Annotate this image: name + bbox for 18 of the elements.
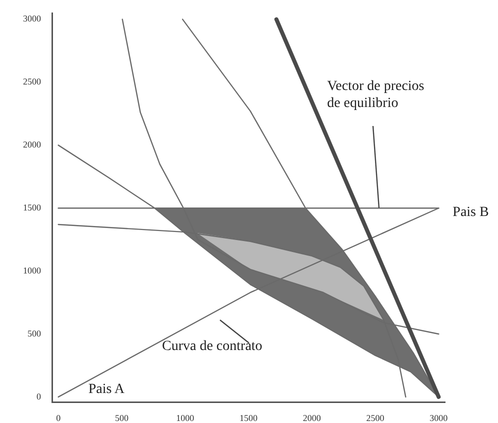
- annotation: Pais A: [88, 380, 125, 398]
- y-tick-label: 500: [28, 328, 42, 338]
- x-tick-label: 2500: [366, 412, 385, 423]
- y-tick-label: 1500: [23, 202, 42, 212]
- x-tick-label: 1000: [176, 412, 195, 423]
- y-tick-label: 0: [36, 391, 42, 402]
- y-tick-label: 3000: [23, 14, 42, 24]
- y-tick-label: 2500: [23, 76, 42, 87]
- y-tick-label: 2000: [23, 140, 42, 150]
- annotation: Vector de precios de equilibrio: [327, 78, 424, 112]
- x-tick-label: 500: [114, 412, 129, 423]
- x-tick-label: 3000: [430, 412, 448, 423]
- x-tick-label: 0: [56, 412, 62, 423]
- annotation: Curva de contrato: [162, 338, 262, 355]
- x-tick-label: 2000: [302, 412, 322, 423]
- annotation: Pais B: [452, 204, 489, 222]
- x-tick-label: 1500: [240, 412, 258, 423]
- y-tick-label: 1000: [23, 265, 42, 276]
